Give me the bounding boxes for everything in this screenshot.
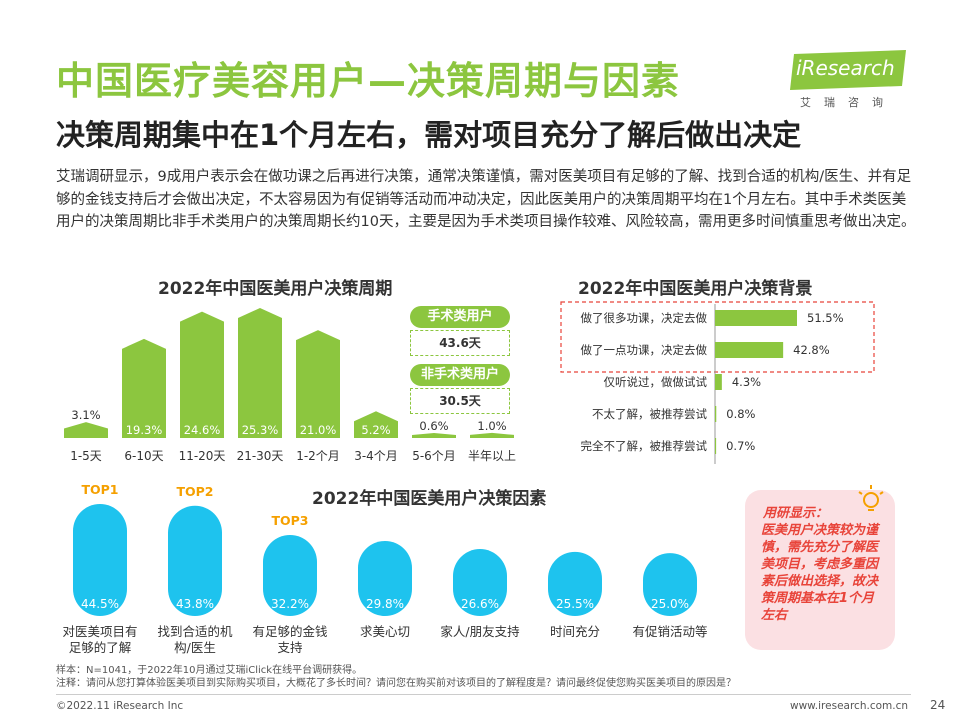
bar-category-label: 1-5天 — [70, 449, 102, 463]
factor-category-label: 时间充分 — [550, 624, 600, 639]
bar-4 — [296, 330, 340, 438]
copyright: ©2022.11 iResearch Inc — [56, 700, 184, 712]
factor-category-label: 有促销活动等 — [632, 624, 707, 639]
factor-bar-5 — [548, 551, 602, 616]
factor-value-label: 44.5% — [81, 597, 119, 611]
bar-category-label: 3-4个月 — [354, 449, 398, 463]
hbar-1 — [715, 342, 784, 358]
factor-value-label: 25.0% — [651, 597, 689, 611]
footer-divider — [56, 694, 911, 695]
logo-text: iResearch — [796, 56, 895, 80]
bar-category-label: 21-30天 — [237, 449, 284, 463]
bar-5 — [354, 411, 398, 438]
bar-value-label: 24.6% — [184, 423, 221, 437]
non-surgery-pill: 非手术类用户 — [410, 364, 510, 386]
cycle-chart-title: 2022年中国医美用户决策周期 — [158, 279, 393, 299]
hbar-category-label: 做了一点功课，决定去做 — [581, 343, 708, 357]
hbar-category-label: 不太了解，被推荐尝试 — [592, 407, 707, 421]
hbar-4 — [715, 438, 717, 454]
hbar-category-label: 完全不了解，被推荐尝试 — [581, 439, 708, 453]
hbar-category-label: 仅听说过，做做试试 — [604, 375, 708, 389]
factor-chart-title: 2022年中国医美用户决策因素 — [312, 489, 547, 509]
factor-category-label: 家人/朋友支持 — [440, 624, 519, 639]
page-subtitle: 决策周期集中在1个月左右，需对项目充分了解后做出决定 — [56, 118, 802, 152]
cycle-bar-chart: 3.1% 1-5天 19.3% 6-10天 24.6% 11-20天 25.3% 21-30天… — [64, 308, 516, 463]
surgery-pill: 手术类用户 — [410, 306, 510, 328]
factor-bar-2 — [263, 534, 317, 616]
factor-bar-6 — [643, 553, 697, 616]
factor-category-label: 构/医生 — [174, 640, 216, 655]
factor-bar-0 — [73, 504, 127, 616]
bar-value-label: 0.6% — [419, 419, 448, 433]
factor-value-label: 43.8% — [176, 597, 214, 611]
hbar-value-label: 4.3% — [732, 375, 761, 389]
bar-category-label: 1-2个月 — [296, 449, 340, 463]
bar-value-label: 25.3% — [242, 423, 279, 437]
note-body: 医美用户决策较为谨慎，需先充分了解医美项目，考虑多重因素后做出选择，故决策周期基… — [761, 523, 879, 623]
hbar-value-label: 51.5% — [807, 311, 844, 325]
hbar-value-label: 0.8% — [726, 407, 755, 421]
top-rank-label: TOP1 — [81, 484, 118, 497]
highlight-dashed-box — [560, 301, 875, 373]
insight-note: 用研显示： 医美用户决策较为谨慎，需先充分了解医美项目，考虑多重因素后做出选择，… — [745, 485, 895, 650]
bar-6 — [412, 433, 456, 438]
bar-value-label: 1.0% — [477, 419, 506, 433]
sample-note: 样本：N=1041，于2022年10月通过艾瑞iClick在线平台调研获得。 — [56, 665, 363, 676]
factor-bar-3 — [358, 540, 412, 616]
bar-value-label: 3.1% — [71, 408, 100, 422]
factor-category-label: 足够的了解 — [69, 640, 132, 655]
hbar-value-label: 42.8% — [793, 343, 830, 357]
bar-value-label: 5.2% — [361, 423, 390, 437]
logo-subtext: 艾瑞咨询 — [800, 96, 896, 109]
factor-category-label: 找到合适的机 — [157, 624, 233, 639]
bar-1 — [122, 338, 166, 438]
bar-value-label: 19.3% — [126, 423, 163, 437]
hbar-0 — [715, 310, 797, 326]
bar-category-label: 半年以上 — [468, 449, 516, 463]
bar-0 — [64, 422, 108, 438]
page-title: 中国医疗美容用户—决策周期与因素 — [56, 59, 681, 103]
factor-bar-chart: 44.5% TOP1 对医美项目有足够的了解 43.8% TOP2 找到合适的机构/医生 3… — [62, 484, 707, 655]
factor-value-label: 26.6% — [461, 597, 499, 611]
non-surgery-days: 30.5天 — [410, 388, 510, 414]
lightbulb-icon — [858, 485, 884, 511]
factor-value-label: 25.5% — [556, 597, 594, 611]
iresearch-logo: iResearch 艾瑞咨询 — [790, 50, 910, 110]
hbar-2 — [715, 374, 722, 390]
bar-category-label: 5-6个月 — [412, 449, 456, 463]
note-title: 用研显示： — [763, 506, 829, 521]
hbar-3 — [715, 406, 717, 422]
bar-3 — [238, 308, 282, 438]
factor-category-label: 求美心切 — [360, 624, 410, 639]
factor-category-label: 对医美项目有 — [62, 624, 137, 639]
hbar-category-label: 做了很多功课，决定去做 — [581, 311, 708, 325]
factor-value-label: 29.8% — [366, 597, 404, 611]
footnote: 注释：请问从您打算体验医美项目到实际购买项目，大概花了多长时间？请问您在购买前对… — [56, 678, 736, 689]
background-bar-chart: 做了很多功课，决定去做 51.5% 做了一点功课，决定去做 42.8% 仅听说过，做做试… — [560, 301, 875, 464]
bar-2 — [180, 311, 224, 438]
background-chart-title: 2022年中国医美用户决策背景 — [578, 279, 813, 299]
bar-category-label: 6-10天 — [124, 449, 163, 463]
logo-shape — [790, 50, 906, 90]
page-number: 24 — [930, 698, 946, 712]
hbar-value-label: 0.7% — [726, 439, 755, 453]
factor-bar-4 — [453, 549, 507, 616]
website: www.iresearch.com.cn — [790, 700, 909, 712]
bar-7 — [470, 432, 514, 438]
factor-category-label: 有足够的金钱 — [252, 624, 327, 639]
factor-value-label: 32.2% — [271, 597, 309, 611]
bar-category-label: 11-20天 — [179, 449, 226, 463]
top-rank-label: TOP2 — [176, 484, 213, 499]
bar-value-label: 21.0% — [300, 423, 337, 437]
factor-category-label: 支持 — [277, 640, 302, 655]
surgery-days: 43.6天 — [410, 330, 510, 356]
factor-bar-1 — [168, 505, 222, 616]
top-rank-label: TOP3 — [271, 513, 308, 528]
intro-paragraph: 艾瑞调研显示，9成用户表示会在做功课之后再进行决策，通常决策谨慎，需对医美项目有… — [56, 169, 916, 230]
